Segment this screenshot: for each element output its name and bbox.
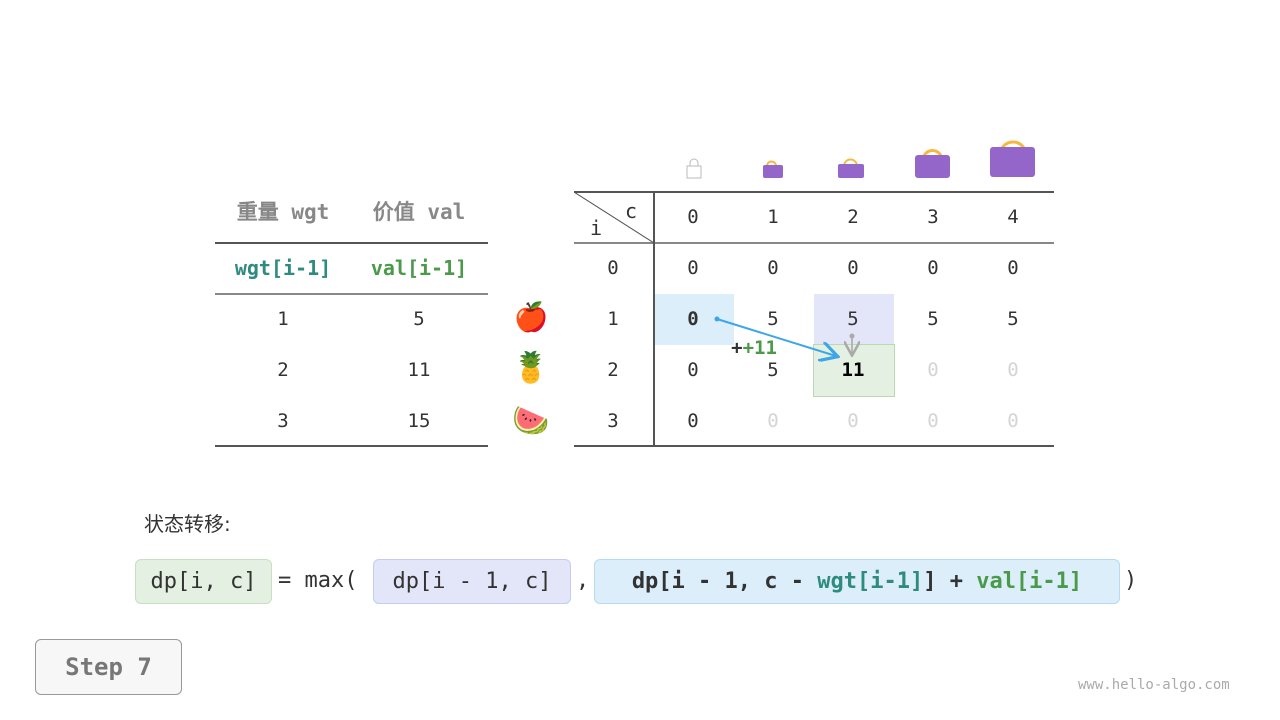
- bag-3-icon: [915, 149, 950, 178]
- bag-icons: [686, 140, 1035, 179]
- dp-cell: 5: [1007, 308, 1019, 330]
- formula-plus: ] +: [923, 569, 977, 594]
- dp-cell: 0: [1007, 359, 1019, 381]
- row-header: 2: [607, 359, 619, 381]
- subheader-wgt: wgt[i-1]: [234, 256, 332, 280]
- divider: [574, 191, 1054, 193]
- col-header: 1: [767, 206, 779, 228]
- dp-cell: 0: [1007, 410, 1019, 432]
- bag-1-icon: [763, 160, 783, 178]
- bag-empty-icon: [686, 158, 702, 179]
- apple-icon: 🍎: [513, 300, 549, 334]
- dp-cell: 0: [687, 308, 699, 330]
- formula-label: 状态转移:: [144, 512, 231, 536]
- formula-val: val[i-1]: [976, 569, 1083, 594]
- val-cell: 11: [407, 359, 431, 381]
- divider: [574, 445, 1054, 447]
- col-header: 2: [847, 206, 859, 228]
- divider: [653, 192, 655, 446]
- dp-cell: 0: [847, 410, 859, 432]
- dp-cell: 0: [687, 257, 699, 279]
- row-header: 0: [607, 257, 619, 279]
- dp-cell: 5: [767, 308, 779, 330]
- col-header: 3: [927, 206, 939, 228]
- header-value: 价值 val: [372, 200, 466, 224]
- corner-i-label: i: [589, 216, 603, 240]
- dp-cell: 5: [767, 359, 779, 381]
- formula-lhs: dp[i, c]: [135, 559, 272, 604]
- corner-c-label: c: [624, 199, 638, 223]
- plus-value-annotation: ++11: [731, 337, 777, 359]
- dp-cell: 0: [687, 410, 699, 432]
- val-cell: 15: [407, 410, 431, 432]
- row-header: 3: [607, 410, 619, 432]
- dp-cell: 0: [927, 257, 939, 279]
- dp-cell: 5: [927, 308, 939, 330]
- divider: [215, 293, 488, 295]
- col-header: 4: [1007, 206, 1019, 228]
- wgt-cell: 2: [277, 359, 289, 381]
- watermark: www.hello-algo.com: [1078, 677, 1230, 693]
- formula-close: ): [1124, 568, 1138, 593]
- watermelon-icon: 🍉: [512, 403, 550, 439]
- step-button[interactable]: Step 7: [35, 639, 182, 695]
- dp-cell: 0: [687, 359, 699, 381]
- dp-cell: 0: [927, 359, 939, 381]
- down-arrow: [850, 333, 855, 355]
- dp-cell: 0: [847, 257, 859, 279]
- col-header: 0: [687, 206, 699, 228]
- divider: [574, 242, 1054, 244]
- bag-2-icon: [838, 158, 864, 178]
- dp-cell: 0: [767, 410, 779, 432]
- dp-cell: 0: [927, 410, 939, 432]
- pineapple-icon: 🍍: [512, 350, 550, 386]
- formula-option-take: dp[i - 1, c - wgt[i-1]] + val[i-1]: [594, 559, 1120, 604]
- formula-option-skip: dp[i - 1, c]: [373, 559, 571, 604]
- val-cell: 5: [413, 308, 425, 330]
- formula-eq-max: = max(: [278, 568, 358, 593]
- row-header: 1: [607, 308, 619, 330]
- header-weight: 重量 wgt: [236, 200, 330, 224]
- divider: [215, 242, 488, 244]
- formula-dp-part: dp[i - 1, c -: [631, 569, 818, 594]
- dp-cell: 11: [841, 359, 865, 381]
- bag-4-icon: [990, 140, 1035, 177]
- transition-arrow: [714, 316, 837, 357]
- subheader-val: val[i-1]: [370, 256, 468, 280]
- corner-diagonal: [574, 192, 654, 243]
- formula-wgt: wgt[i-1]: [817, 569, 924, 594]
- dp-cell: 0: [1007, 257, 1019, 279]
- wgt-cell: 3: [277, 410, 289, 432]
- wgt-cell: 1: [277, 308, 289, 330]
- formula-comma: ,: [576, 568, 590, 593]
- divider: [215, 445, 488, 447]
- dp-cell: 0: [767, 257, 779, 279]
- dp-cell: 5: [847, 308, 859, 330]
